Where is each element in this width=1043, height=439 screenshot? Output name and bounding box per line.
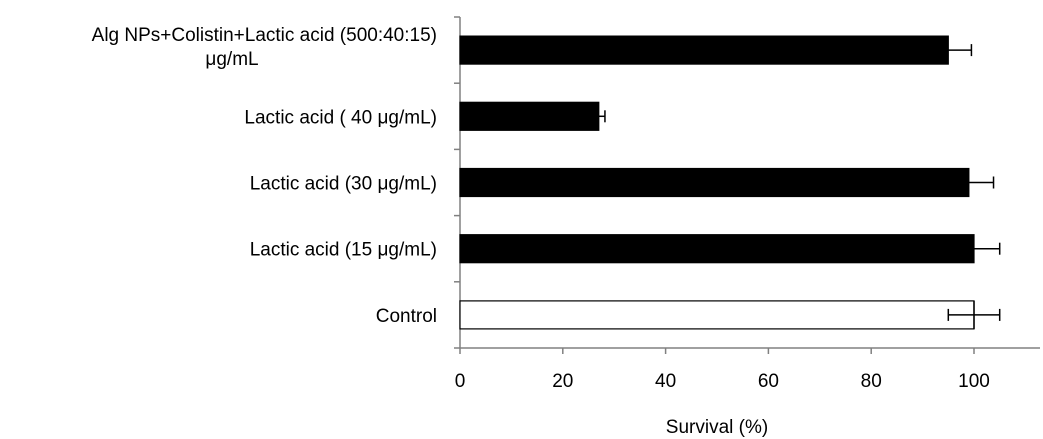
bar bbox=[459, 300, 975, 330]
x-tick-label: 40 bbox=[655, 371, 676, 392]
x-tick-label: 100 bbox=[958, 371, 990, 392]
x-tick-label: 0 bbox=[455, 371, 466, 392]
x-axis-title: Survival (%) bbox=[666, 417, 768, 438]
x-tick-label: 80 bbox=[861, 371, 882, 392]
bar bbox=[459, 167, 970, 198]
error-bars bbox=[598, 44, 1001, 329]
bar bbox=[459, 101, 600, 131]
bar bbox=[459, 35, 949, 65]
category-label: μg/mL bbox=[205, 49, 258, 70]
category-labels: Alg NPs+Colistin+Lactic acid (500:40:15)… bbox=[92, 25, 437, 327]
category-label: Lactic acid (15 μg/mL) bbox=[250, 240, 437, 261]
x-tick-label: 20 bbox=[552, 371, 573, 392]
x-tick-label: 60 bbox=[758, 371, 779, 392]
bars bbox=[459, 35, 975, 330]
bar bbox=[459, 234, 975, 264]
category-label: Control bbox=[376, 306, 437, 327]
category-label: Lactic acid (30 μg/mL) bbox=[250, 174, 437, 195]
category-label: Alg NPs+Colistin+Lactic acid (500:40:15) bbox=[92, 25, 437, 46]
x-tick-labels: 0 20 40 60 80 100 bbox=[455, 371, 990, 392]
category-label: Lactic acid ( 40 μg/mL) bbox=[244, 107, 437, 128]
